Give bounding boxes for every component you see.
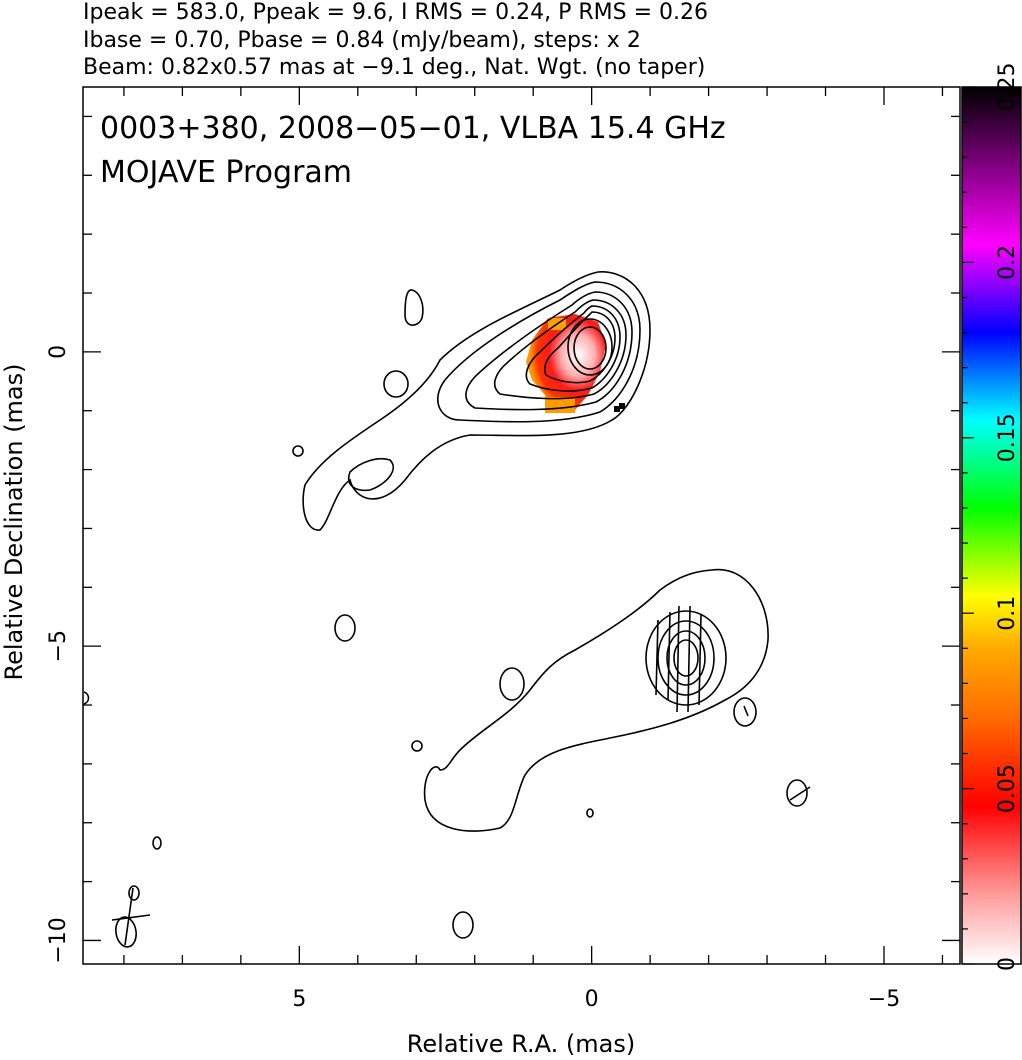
y-tick-label: 0: [46, 345, 71, 359]
pol-pixel: [619, 403, 625, 409]
contour-island: [152, 836, 162, 850]
header-line-3: Beam: 0.82x0.57 mas at −9.1 deg., Nat. W…: [83, 55, 706, 80]
contour-level-4-jet: [666, 630, 706, 686]
header-line-2: Ibase = 0.70, Pbase = 0.84 (mJy/beam), s…: [83, 28, 641, 53]
contour-level-3-jet: [657, 620, 715, 696]
contour-level-5: [525, 305, 621, 392]
colorbar-ticks: [962, 86, 974, 965]
contour-island: [786, 779, 808, 807]
polarization-vectors: [111, 605, 811, 946]
contour-island: [292, 445, 304, 457]
y-tick-label: −5: [46, 630, 71, 662]
pol-vector: [667, 611, 671, 701]
contour-island: [83, 691, 90, 705]
contour-level-5-jet: [673, 639, 699, 677]
contour-level-1-jet: [423, 568, 769, 832]
pol-pixel: [614, 406, 620, 412]
pol-vector: [698, 614, 702, 706]
pol-vector: [743, 705, 749, 717]
plot-frame: [82, 86, 961, 965]
pol-vector: [687, 605, 691, 713]
contour-level-7: [567, 318, 613, 376]
beam-ellipse: [128, 885, 140, 901]
contour-island: [411, 740, 423, 752]
contour-level-2: [436, 281, 641, 423]
chart-title: 0003+380, 2008−05−01, VLBA 15.4 GHz: [100, 111, 726, 146]
colorbar-tick-label: 0.2: [995, 245, 1020, 280]
contour-island: [452, 911, 474, 939]
contour-island: [586, 808, 594, 818]
pol-vector: [124, 887, 134, 946]
contour-level-8: [573, 326, 607, 370]
colorbar: [961, 86, 1022, 965]
colorbar-tick-label: 0.25: [995, 63, 1020, 112]
colorbar-tick-label: 0.05: [995, 764, 1020, 813]
x-axis-label: Relative R.A. (mas): [407, 1030, 635, 1058]
contour-island: [404, 289, 424, 326]
x-tick-label: 0: [585, 987, 599, 1012]
contour-island: [334, 614, 356, 642]
contour-level-3: [465, 291, 633, 411]
header-line-1: Ipeak = 583.0, Ppeak = 9.6, I RMS = 0.24…: [83, 0, 708, 25]
x-tick-label: 5: [292, 987, 306, 1012]
contour-island: [383, 370, 409, 398]
contour-island: [499, 667, 525, 701]
contour-level-1: [302, 271, 651, 531]
y-tick-label: −10: [46, 917, 71, 963]
pol-vector: [655, 619, 659, 696]
contour-level-4: [493, 299, 627, 400]
contour-level-1-island: [348, 457, 394, 492]
contour-lines: [83, 271, 808, 948]
x-tick-label: −5: [868, 987, 900, 1012]
pol-vector: [789, 786, 811, 801]
axis-ticks: [83, 87, 960, 964]
colorbar-tick-label: 0: [995, 957, 1020, 971]
contour-level-6: [543, 311, 616, 384]
y-axis-label: Relative Declination (mas): [0, 363, 28, 680]
contour-island: [733, 697, 757, 727]
chart-subtitle: MOJAVE Program: [100, 155, 353, 190]
contour-level-2-jet: [645, 610, 727, 706]
pol-vector: [111, 914, 151, 921]
pol-vector: [676, 605, 680, 713]
beam-ellipse: [115, 916, 137, 948]
colorbar-tick-label: 0.1: [995, 596, 1020, 631]
colorbar-tick-label: 0.15: [995, 413, 1020, 462]
